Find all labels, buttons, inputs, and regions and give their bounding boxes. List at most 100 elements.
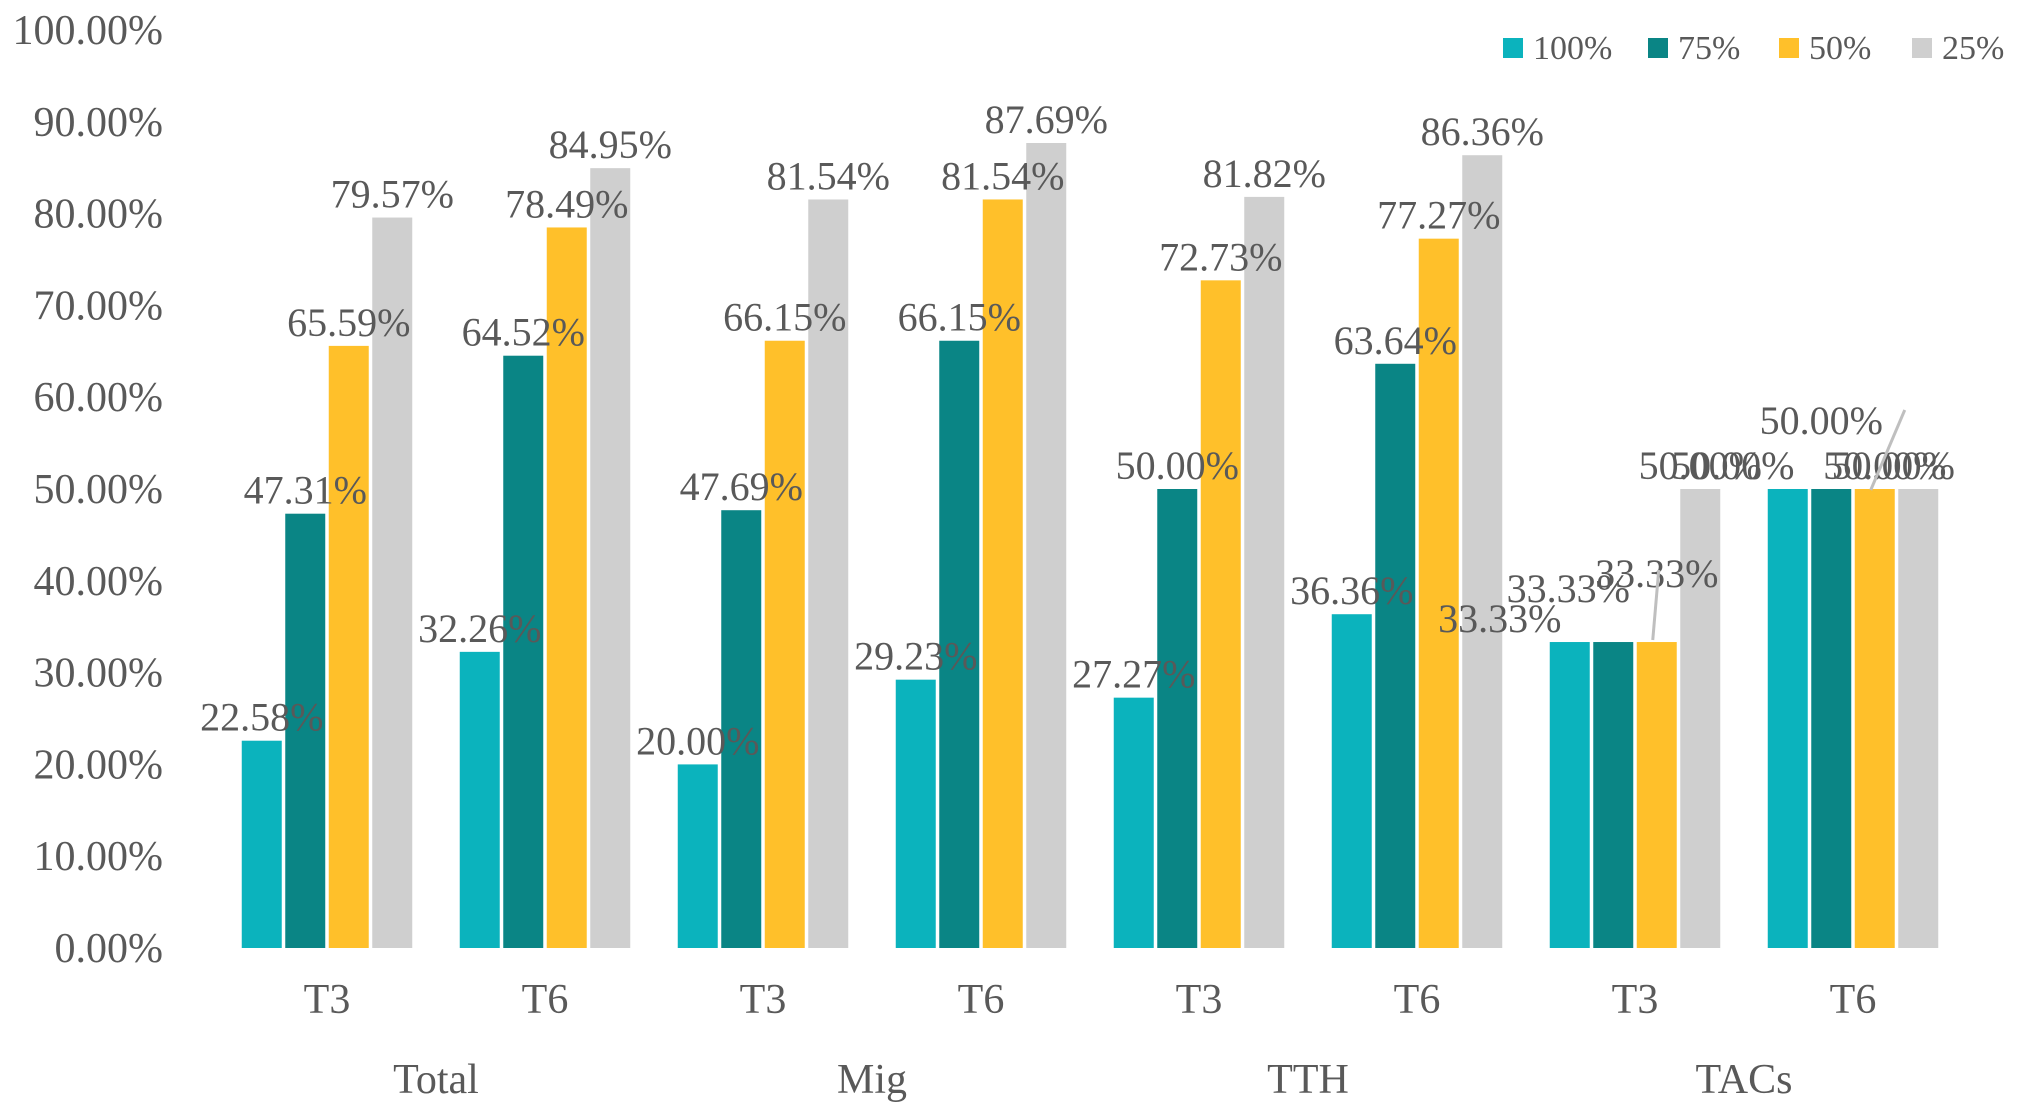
x-tick-label: T3	[304, 977, 351, 1023]
data-label: 33.33%	[1438, 596, 1561, 641]
x-tick-label: T3	[740, 977, 787, 1023]
bar-100pct-t6	[459, 651, 500, 948]
x-tick-label: T6	[958, 977, 1005, 1023]
legend-label: 75%	[1678, 30, 1740, 67]
plot-area	[241, 143, 1939, 949]
bar-50pct-t6	[546, 227, 587, 949]
data-label: 78.49%	[505, 181, 628, 226]
bar-100pct-t3	[1549, 642, 1590, 948]
leader-line	[1869, 409, 1907, 491]
bar-100pct-t6	[1767, 489, 1808, 948]
bar-25pct-t3	[372, 217, 413, 949]
bar-100pct-t6	[895, 679, 936, 948]
data-labels: 22.58% 32.26% 20.00% 29.23% 27.27% 36.36% 33.3…	[200, 97, 1955, 763]
bar-50pct-t6	[1418, 238, 1459, 949]
x-tick-label: T3	[1612, 977, 1659, 1023]
bar-75pct-t6	[503, 355, 544, 948]
bar-25pct-t6	[1462, 155, 1503, 948]
group-label: TACs	[1696, 1057, 1793, 1103]
bar-100pct-t3	[677, 764, 718, 948]
legend: 100% 75% 50% 25%	[1503, 30, 2004, 67]
leader-line	[1651, 569, 1661, 641]
legend-swatch	[1912, 38, 1932, 58]
data-label: 47.31%	[244, 468, 367, 513]
data-label: 66.15%	[898, 295, 1021, 340]
data-label: 50.00%	[1671, 443, 1794, 488]
bar-50pct-t3	[764, 340, 805, 948]
bar-50pct-t6	[1854, 489, 1895, 948]
data-label: 72.73%	[1159, 234, 1282, 279]
data-label: 50.00%	[1760, 398, 1883, 443]
data-label: 29.23%	[854, 634, 977, 679]
data-label: 63.64%	[1334, 318, 1457, 363]
legend-swatch	[1779, 38, 1799, 58]
bar-75pct-t3	[1157, 489, 1198, 948]
bar-25pct-t6	[1898, 489, 1939, 948]
y-tick-label: 20.00%	[34, 742, 164, 788]
bar-75pct-t6	[1375, 363, 1416, 948]
data-label: 22.58%	[200, 695, 323, 740]
bar-100pct-t6	[1331, 614, 1372, 948]
bar-25pct-t3	[1244, 196, 1285, 948]
y-tick-label: 100.00%	[13, 8, 164, 54]
y-tick-label: 50.00%	[34, 467, 164, 513]
x-tick-label: T6	[1394, 977, 1441, 1023]
data-label: 33.33%	[1507, 566, 1630, 611]
y-tick-label: 70.00%	[34, 283, 164, 329]
group-label: Total	[393, 1057, 479, 1103]
data-label: 36.36%	[1290, 568, 1413, 613]
y-tick-label: 60.00%	[34, 375, 164, 421]
group-label: TTH	[1267, 1057, 1349, 1103]
bar-75pct-t6	[1811, 489, 1852, 948]
data-label: 20.00%	[636, 718, 759, 763]
data-label: 66.15%	[723, 295, 846, 340]
bar-25pct-t6	[590, 168, 631, 948]
x-tick-label: T6	[522, 977, 569, 1023]
x-axis: T3 T6 T3 T6 T3 T6 T3 T6 Total Mig TTH TACs	[304, 977, 1877, 1103]
y-tick-label: 40.00%	[34, 559, 164, 605]
bar-75pct-t3	[721, 510, 762, 948]
legend-swatch	[1503, 38, 1523, 58]
y-tick-label: 0.00%	[55, 926, 164, 972]
legend-label: 50%	[1809, 30, 1871, 67]
data-label: 64.52%	[462, 310, 585, 355]
data-label: 77.27%	[1377, 193, 1500, 238]
y-tick-label: 30.00%	[34, 651, 164, 697]
legend-label: 25%	[1942, 30, 2004, 67]
data-label: 84.95%	[549, 122, 672, 167]
bar-50pct-t3	[1200, 280, 1241, 948]
data-label: 65.59%	[287, 300, 410, 345]
bar-25pct-t3	[808, 199, 849, 949]
bar-75pct-t3	[1593, 642, 1634, 948]
x-tick-label: T3	[1176, 977, 1223, 1023]
data-label: 81.82%	[1203, 151, 1326, 196]
data-label: 86.36%	[1421, 109, 1544, 154]
bar-50pct-t3	[328, 345, 369, 948]
y-tick-label: 10.00%	[34, 834, 164, 880]
y-axis: 0.00% 10.00% 20.00% 30.00% 40.00% 50.00% 60.00…	[13, 8, 164, 972]
data-label: 79.57%	[331, 172, 454, 217]
data-label: 81.54%	[767, 153, 890, 198]
data-label: 87.69%	[985, 97, 1108, 142]
legend-swatch	[1648, 38, 1668, 58]
bar-75pct-t6	[939, 340, 980, 948]
y-tick-label: 90.00%	[34, 100, 164, 146]
bar-100pct-t3	[241, 740, 282, 948]
bar-25pct-t6	[1026, 143, 1067, 948]
data-label: 32.26%	[418, 606, 541, 651]
bar-100pct-t3	[1113, 697, 1154, 948]
data-label: 81.54%	[941, 153, 1064, 198]
bar-50pct-t6	[982, 199, 1023, 949]
data-label: 50.00%	[1823, 443, 1946, 488]
data-label: 50.00%	[1832, 443, 1955, 488]
y-tick-label: 80.00%	[34, 192, 164, 238]
data-label: 47.69%	[680, 464, 803, 509]
data-label: 50.00%	[1639, 443, 1762, 488]
data-label: 27.27%	[1072, 652, 1195, 697]
bar-25pct-t3	[1680, 489, 1721, 948]
bar-50pct-t3	[1636, 642, 1677, 948]
group-label: Mig	[837, 1057, 907, 1103]
data-label: 50.00%	[1116, 443, 1239, 488]
x-tick-label: T6	[1830, 977, 1877, 1023]
